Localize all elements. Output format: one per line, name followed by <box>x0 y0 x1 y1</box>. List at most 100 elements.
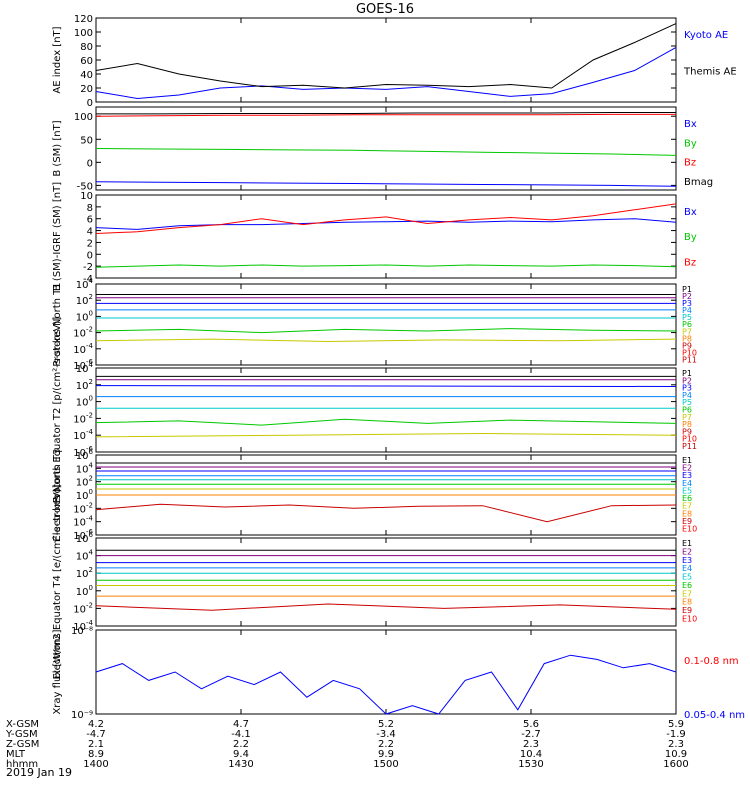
y-tick-exponent: -2 <box>86 411 93 419</box>
series-line <box>96 112 676 115</box>
ephemeris-value: 5.9 <box>668 719 684 730</box>
legend-entry: E5 <box>682 573 692 582</box>
ephemeris-row-label: Y-GSM <box>5 729 38 740</box>
ephemeris-value: 9.9 <box>378 749 394 760</box>
panel-2: -50 0 50 100 B (SM) [nT] Bx By Bz Bmag <box>52 106 713 192</box>
ephemeris-value: 2.3 <box>523 739 539 750</box>
y-tick-label: 102 <box>76 378 93 392</box>
y-tick-exponent: -2 <box>86 601 93 609</box>
y-tick-label: 10-2 <box>73 601 93 615</box>
legend-entry: E3 <box>682 471 692 480</box>
legend-entry: P6 <box>682 320 692 329</box>
series-line <box>95 418 677 426</box>
ephemeris-row-label: MLT <box>6 749 26 760</box>
y-axis-label: B (SM) [nT] <box>52 120 63 176</box>
y-tick-label: 0 <box>87 98 93 109</box>
y-tick-label: 50 <box>80 135 93 146</box>
legend-entry: P5 <box>682 398 692 407</box>
y-tick-exponent: 2 <box>89 475 93 483</box>
ephemeris-value: 1500 <box>373 759 398 770</box>
ephemeris-value: -3.4 <box>376 729 396 740</box>
legend-entry: P11 <box>682 442 697 451</box>
y-tick-label: 104 <box>76 277 94 291</box>
ephemeris-value: 8.9 <box>88 749 104 760</box>
legend-entry: P6 <box>682 406 692 415</box>
legend-entry: 0.1-0.8 nm <box>684 656 739 667</box>
y-tick-exponent: 4 <box>89 461 94 469</box>
y-axis-label: Xray flux [W/m2] <box>52 629 63 714</box>
series-line <box>95 338 677 343</box>
y-axis-label: Protons North T1 <box>52 282 63 366</box>
legend-entry: E1 <box>682 456 692 465</box>
y-tick-label: -2 <box>83 262 93 273</box>
legend-entry: P11 <box>682 355 697 364</box>
panel-frame <box>95 537 677 627</box>
y-tick-exponent: -4 <box>86 342 94 350</box>
y-tick-label: 80 <box>80 42 93 53</box>
legend-entry: P2 <box>682 376 692 385</box>
legend-entry: E1 <box>682 539 692 548</box>
panel-frame <box>95 367 677 453</box>
y-tick-exponent: -6 <box>86 528 94 536</box>
y-tick-exponent: -2 <box>86 326 93 334</box>
legend-entry: Kyoto AE <box>684 30 728 41</box>
y-tick-exponent: -4 <box>86 428 94 436</box>
series-line <box>95 113 676 117</box>
y-tick-label: 0 <box>87 158 93 169</box>
y-tick-label: 104 <box>76 361 94 375</box>
ephemeris-value: -1.9 <box>666 729 686 740</box>
ephemeris-value: 9.4 <box>233 749 249 760</box>
ephemeris-value: 2.3 <box>668 739 684 750</box>
legend-entry: P5 <box>682 313 692 322</box>
series-line <box>95 203 677 234</box>
series-line <box>95 148 677 156</box>
legend-entry: 0.05-0.4 nm <box>684 710 745 721</box>
y-tick-exponent: 4 <box>89 361 94 369</box>
y-tick-label: 100 <box>76 584 93 598</box>
legend-entry: E2 <box>682 547 692 556</box>
y-tick-label: 120 <box>74 14 93 25</box>
y-tick-label: 10-2 <box>73 501 93 515</box>
y-axis-label: Protons Equator T2 [p/(cm²-s-sr-keV)] <box>52 317 63 504</box>
panel-frame <box>95 629 677 715</box>
legend-entry: E8 <box>682 598 692 607</box>
series-line <box>95 385 677 387</box>
series-line <box>95 46 677 100</box>
panel-frame <box>95 283 677 366</box>
y-tick-label: 102 <box>76 566 93 580</box>
series-line <box>95 264 677 268</box>
y-tick-exponent: -4 <box>86 515 94 523</box>
legend-entry: P9 <box>682 341 692 350</box>
ephemeris-value: 5.6 <box>523 719 539 730</box>
y-axis-label: B (SM)-IGRF (SM) [nT] <box>52 182 63 291</box>
y-tick-exponent: 2 <box>89 293 93 301</box>
legend-entry: E9 <box>682 606 692 615</box>
ephemeris-value: 2.2 <box>233 739 249 750</box>
legend-entry: P3 <box>682 384 692 393</box>
legend-entry: E10 <box>682 525 697 534</box>
y-tick-exponent: -6 <box>86 445 94 453</box>
y-tick-exponent: 0 <box>89 488 93 496</box>
ephemeris-row-label: hhmm <box>6 759 38 770</box>
y-tick-label: 104 <box>76 461 94 475</box>
y-tick-exponent: -4 <box>86 619 94 627</box>
y-axis-label: Electrons Equator T4 [e/(cm²-s-sr-keV)] <box>52 484 63 679</box>
legend-entry: P8 <box>682 420 692 429</box>
series-line <box>95 218 677 230</box>
legend-entry: Bmag <box>684 177 713 188</box>
legend-entry: E4 <box>682 479 692 488</box>
y-tick-label: 102 <box>76 475 93 489</box>
y-tick-label: 100 <box>74 28 93 39</box>
ephemeris-row-label: Z-GSM <box>6 739 39 750</box>
legend-entry: Bx <box>684 207 697 218</box>
y-tick-exponent: 0 <box>89 584 93 592</box>
legend-entry: P8 <box>682 334 692 343</box>
ephemeris-value: 10.9 <box>665 749 687 760</box>
y-tick-label: 40 <box>80 70 93 81</box>
y-tick-label: 6 <box>87 215 93 226</box>
legend-entry: E7 <box>682 589 692 598</box>
